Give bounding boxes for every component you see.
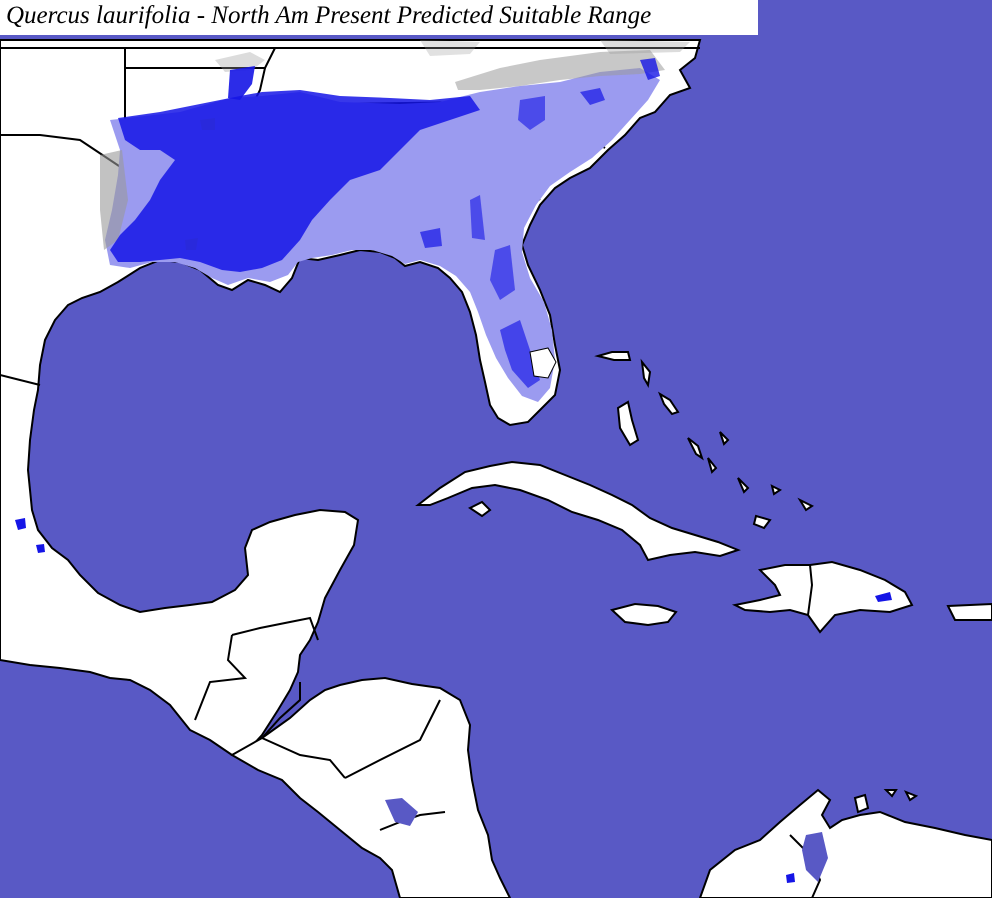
high-suitability-cells — [15, 58, 892, 883]
bahamas-islands — [594, 351, 919, 814]
isla-de-la-juventud — [468, 500, 492, 518]
puerto-rico — [946, 602, 992, 621]
elevation-shading — [100, 40, 690, 250]
cuba — [415, 460, 741, 562]
map-title: Quercus laurifolia - North Am Present Pr… — [0, 0, 758, 35]
lake-okeechobee — [529, 347, 557, 379]
south-america-landmass — [698, 788, 992, 898]
lake-nicaragua — [385, 798, 418, 826]
lake-maracaibo — [802, 832, 828, 882]
central-america-landmass — [229, 676, 512, 898]
jamaica — [609, 602, 678, 627]
hispaniola — [731, 560, 914, 634]
